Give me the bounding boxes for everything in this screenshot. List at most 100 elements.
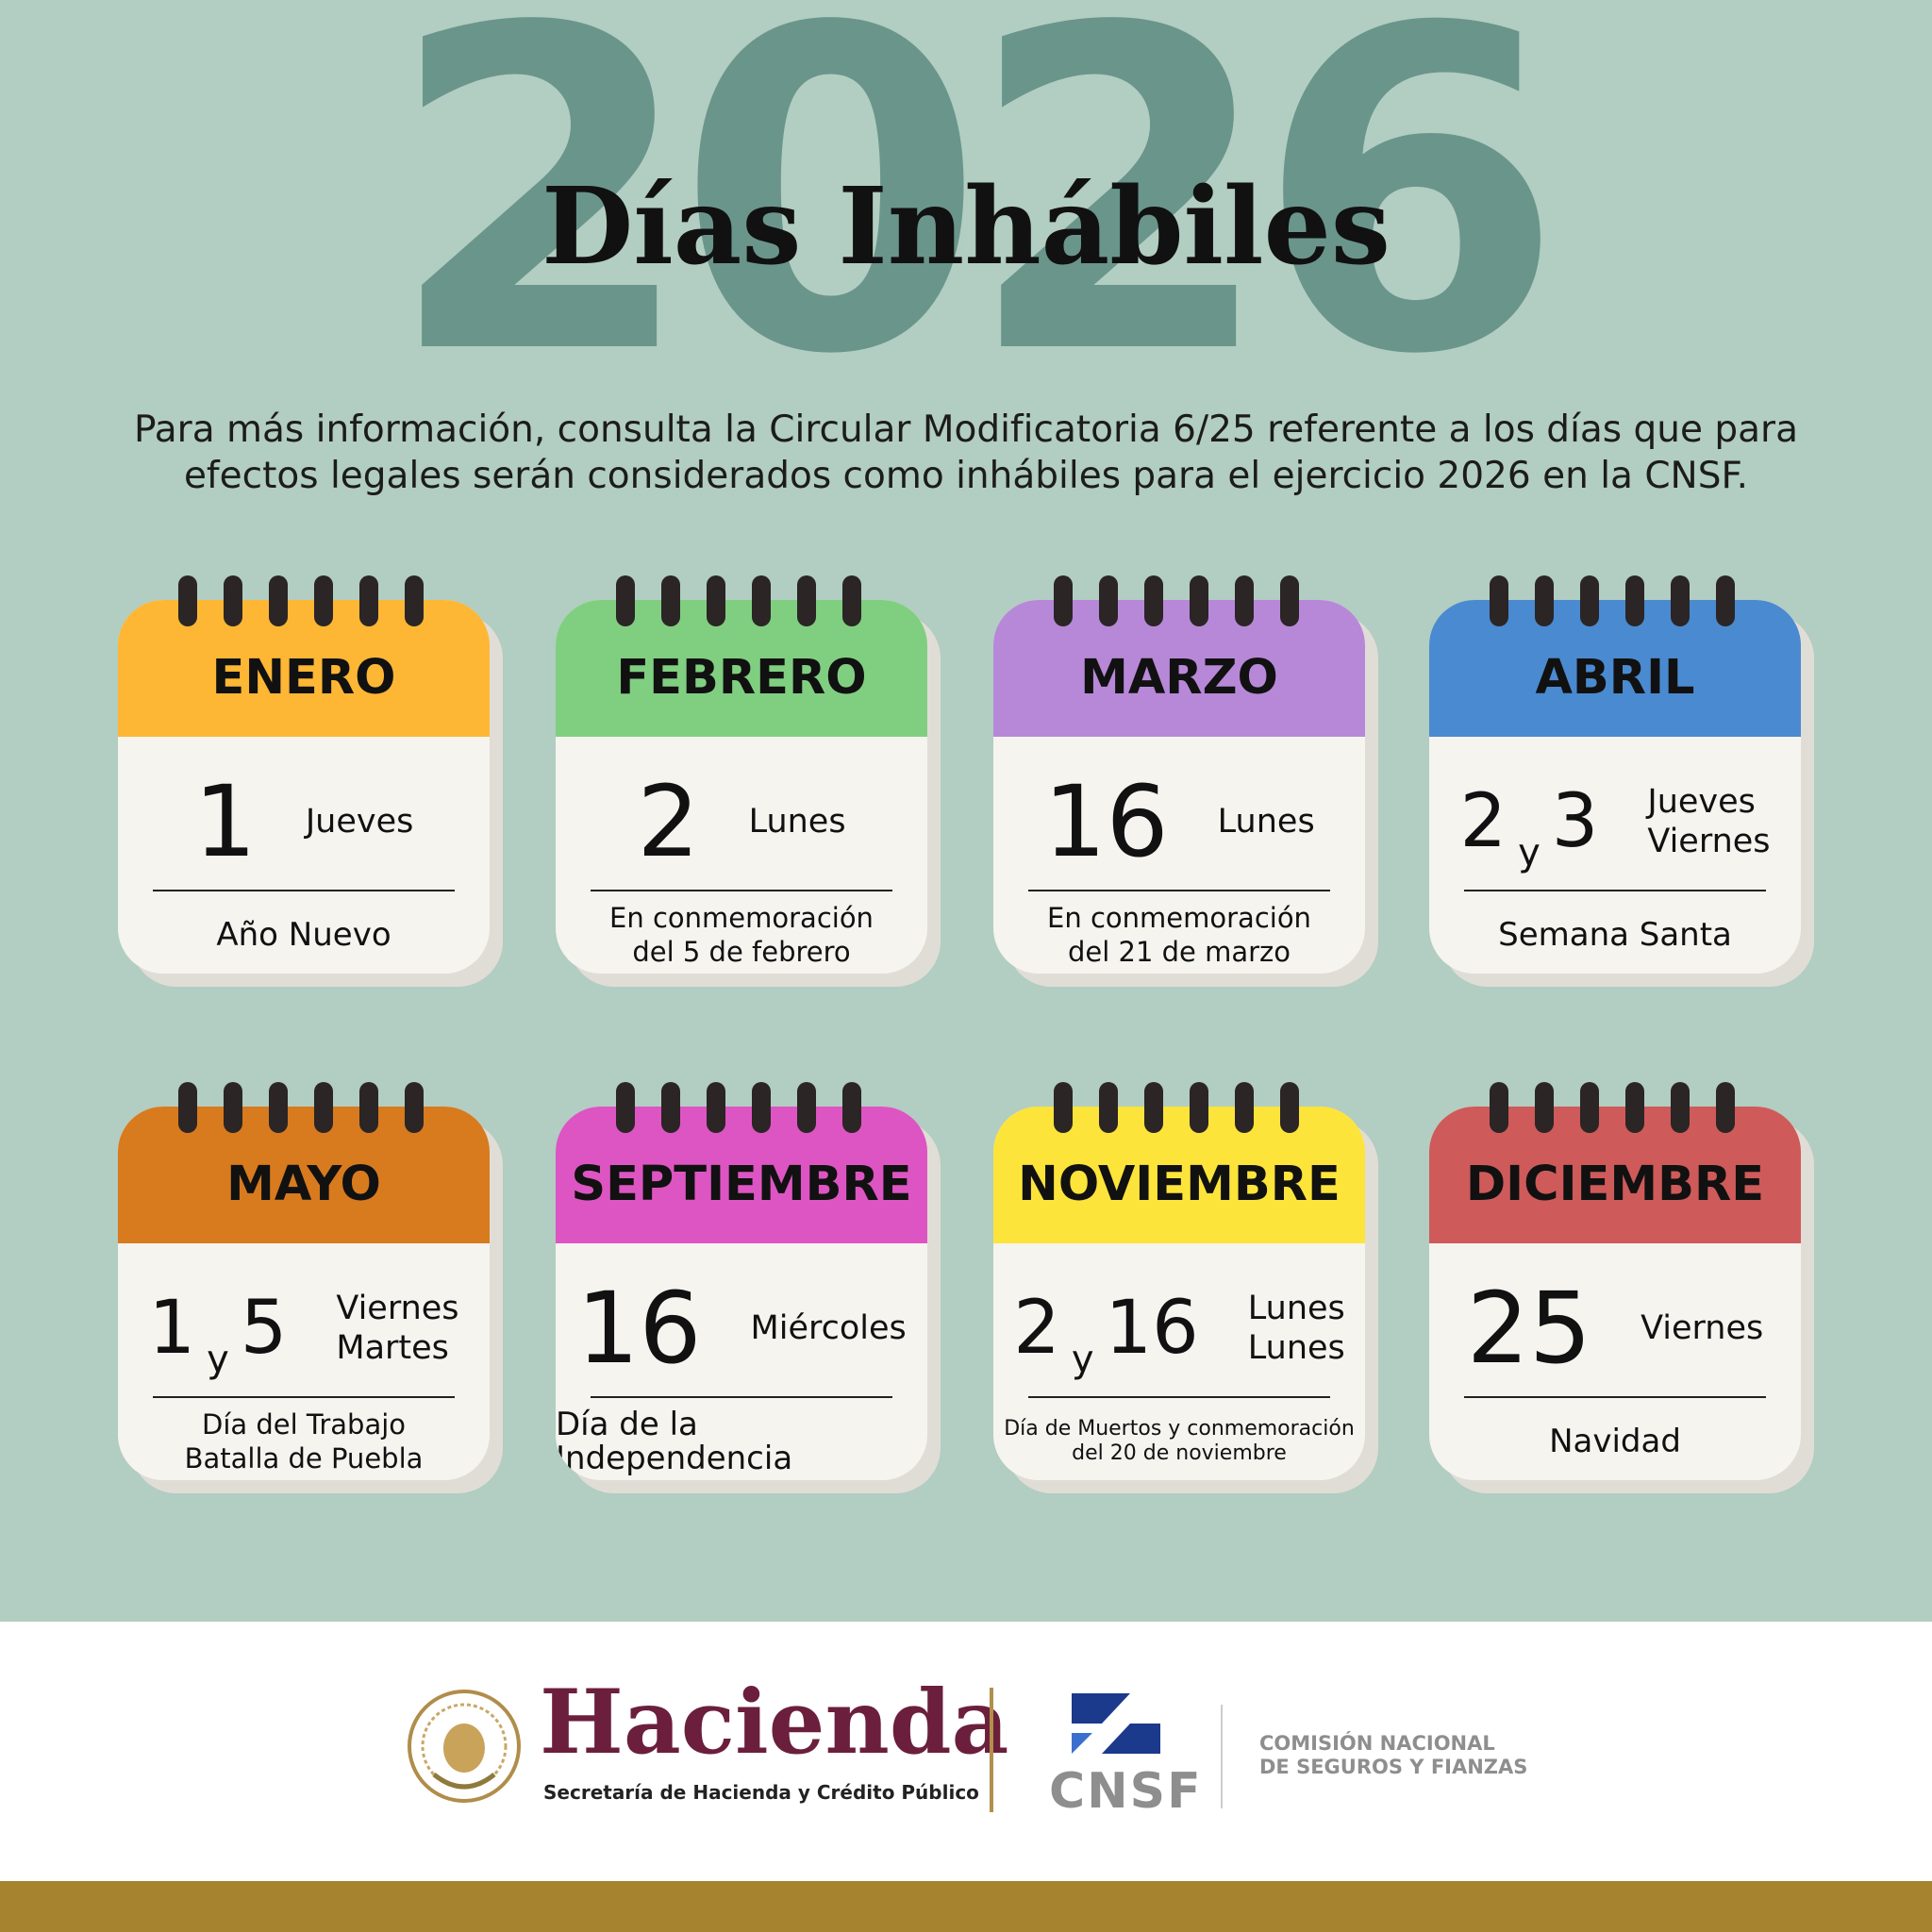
date-row: 1 y 5 Viernes Martes bbox=[118, 1262, 490, 1394]
month: MAYO bbox=[118, 1107, 490, 1243]
weekdays: Jueves Viernes bbox=[1647, 782, 1770, 861]
spiral-ring bbox=[842, 1082, 861, 1133]
date-row: 2 Lunes bbox=[556, 756, 927, 888]
spiral-ring bbox=[224, 1082, 242, 1133]
spiral-ring bbox=[269, 1082, 288, 1133]
spiral-ring bbox=[1144, 1082, 1163, 1133]
days: 2 bbox=[637, 773, 699, 871]
note-line: Batalla de Puebla bbox=[184, 1441, 424, 1474]
spiral-ring bbox=[359, 575, 378, 626]
date-row: 2 y 3 Jueves Viernes bbox=[1429, 756, 1801, 888]
spiral-ring bbox=[405, 1082, 424, 1133]
note-line: Día de la Independencia bbox=[556, 1405, 793, 1477]
weekday: Miércoles bbox=[750, 1309, 907, 1347]
weekdays: Lunes Lunes bbox=[1248, 1289, 1345, 1368]
day-number: 2 bbox=[1459, 779, 1507, 864]
hacienda-logo: Hacienda bbox=[540, 1671, 1009, 1774]
date-row: 1 Jueves bbox=[118, 756, 490, 888]
divider-line bbox=[153, 890, 455, 891]
weekday: Lunes bbox=[1247, 1290, 1345, 1327]
note-line: del 5 de febrero bbox=[632, 935, 851, 968]
divider-line bbox=[591, 890, 892, 891]
weekdays: Lunes bbox=[749, 802, 846, 841]
spiral-ring bbox=[797, 575, 816, 626]
joiner: y bbox=[1518, 831, 1541, 874]
spiral-ring bbox=[1580, 575, 1599, 626]
spiral-ring bbox=[1054, 575, 1073, 626]
weekday: Martes bbox=[336, 1329, 449, 1367]
days: 2 y 16 bbox=[1013, 1291, 1199, 1381]
spiral-ring bbox=[1716, 575, 1735, 626]
calendar-card: FEBRERO 2 Lunes En conmemoración del 5 de fe… bbox=[556, 600, 927, 974]
spiral-ring bbox=[661, 1082, 680, 1133]
days: 25 bbox=[1467, 1279, 1591, 1377]
bottom-bar bbox=[0, 1881, 1932, 1932]
note-line: Año Nuevo bbox=[216, 915, 391, 954]
spiral-ring bbox=[178, 575, 197, 626]
calendar-card: ABRIL 2 y 3 Jueves Viernes Semana Santa bbox=[1429, 600, 1801, 974]
spiral-ring bbox=[797, 1082, 816, 1133]
spiral-ring bbox=[1671, 575, 1690, 626]
day-number: 3 bbox=[1551, 779, 1599, 864]
note: En conmemoración del 21 de marzo bbox=[993, 894, 1365, 974]
weekday: Jueves bbox=[305, 803, 414, 841]
spiral-ring bbox=[1280, 575, 1299, 626]
spiral-ring bbox=[1190, 1082, 1208, 1133]
cnsf-logo: CNSF bbox=[1049, 1763, 1203, 1820]
divider-line bbox=[591, 1396, 892, 1398]
spiral-ring bbox=[1280, 1082, 1299, 1133]
weekday: Lunes bbox=[1247, 1329, 1345, 1367]
spiral-ring bbox=[1625, 1082, 1644, 1133]
day-number: 5 bbox=[240, 1286, 288, 1371]
day-number: 25 bbox=[1466, 1271, 1592, 1386]
calendar-card: DICIEMBRE 25 Viernes Navidad bbox=[1429, 1107, 1801, 1480]
day-number: 1 bbox=[193, 764, 257, 879]
day-number: 1 bbox=[148, 1286, 196, 1371]
days: 16 bbox=[1043, 773, 1168, 871]
spiral-ring bbox=[1099, 1082, 1118, 1133]
calendar-card: ENERO 1 Jueves Año Nuevo bbox=[118, 600, 490, 974]
spiral-ring bbox=[752, 1082, 771, 1133]
date-row: 25 Viernes bbox=[1429, 1262, 1801, 1394]
month: ABRIL bbox=[1429, 600, 1801, 737]
hacienda-subtitle: Secretaría de Hacienda y Crédito Público bbox=[543, 1781, 979, 1804]
weekdays: Viernes bbox=[1641, 1308, 1763, 1348]
note-line: del 20 de noviembre bbox=[1072, 1441, 1287, 1465]
spiral-ring bbox=[616, 575, 635, 626]
spiral-ring bbox=[224, 575, 242, 626]
note: En conmemoración del 5 de febrero bbox=[556, 894, 927, 974]
note: Día de la Independencia bbox=[556, 1401, 927, 1480]
spiral-ring bbox=[752, 575, 771, 626]
days: 1 bbox=[194, 773, 257, 871]
spiral-ring bbox=[405, 575, 424, 626]
note-line: del 21 de marzo bbox=[1067, 935, 1291, 968]
divider-line bbox=[1028, 1396, 1330, 1398]
note: Día de Muertos y conmemoración del 20 de … bbox=[993, 1401, 1365, 1480]
date-row: 16 Miércoles bbox=[556, 1262, 927, 1394]
title: Días Inhábiles bbox=[541, 165, 1391, 289]
month: NOVIEMBRE bbox=[993, 1107, 1365, 1243]
spiral-ring bbox=[1235, 1082, 1254, 1133]
weekday: Viernes bbox=[336, 1290, 459, 1327]
note: Año Nuevo bbox=[118, 894, 490, 974]
note-line: Navidad bbox=[1549, 1422, 1681, 1460]
cnsf-name: COMISIÓN NACIONAL DE SEGUROS Y FIANZAS bbox=[1259, 1732, 1527, 1779]
spiral-ring bbox=[359, 1082, 378, 1133]
month: FEBRERO bbox=[556, 600, 927, 737]
spiral-ring bbox=[1235, 575, 1254, 626]
spiral-ring bbox=[707, 575, 725, 626]
days: 16 bbox=[576, 1279, 701, 1377]
note-line: En conmemoración bbox=[1047, 901, 1311, 934]
spiral-ring bbox=[661, 575, 680, 626]
spiral-ring bbox=[1190, 575, 1208, 626]
calendar-card: MARZO 16 Lunes En conmemoración del 21 de ma… bbox=[993, 600, 1365, 974]
month: ENERO bbox=[118, 600, 490, 737]
spiral-ring bbox=[842, 575, 861, 626]
weekdays: Jueves bbox=[306, 802, 414, 841]
date-row: 16 Lunes bbox=[993, 756, 1365, 888]
month: SEPTIEMBRE bbox=[556, 1107, 927, 1243]
month: DICIEMBRE bbox=[1429, 1107, 1801, 1243]
cnsf-name-line: DE SEGUROS Y FIANZAS bbox=[1259, 1756, 1528, 1778]
